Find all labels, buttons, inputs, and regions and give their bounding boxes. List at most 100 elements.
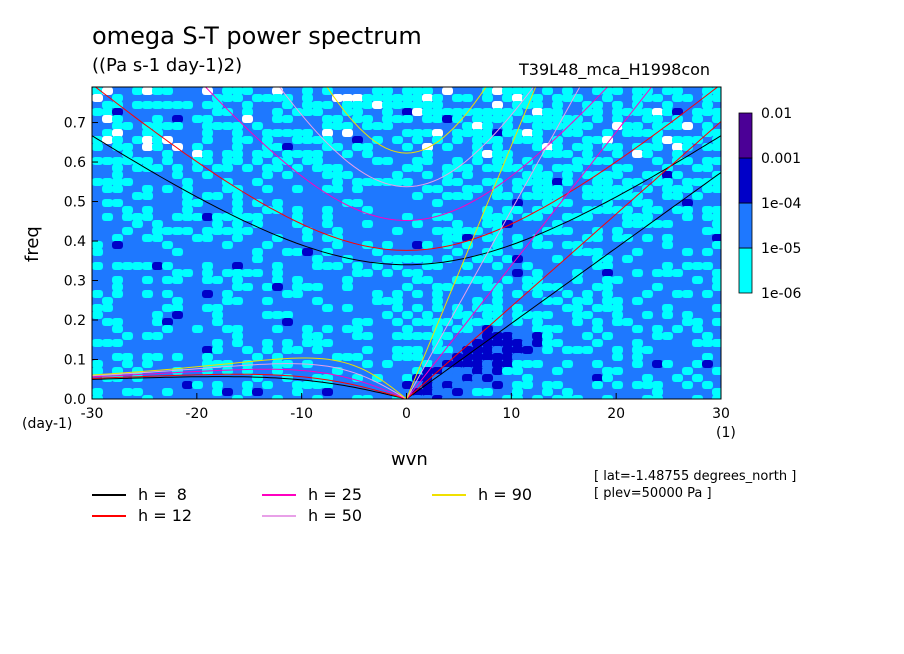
heatmap-cell xyxy=(162,185,173,193)
heatmap-cell xyxy=(412,87,423,95)
heatmap-cell xyxy=(272,157,283,165)
heatmap-cell xyxy=(412,241,423,249)
colorbar-label: 0.01 xyxy=(761,106,792,122)
heatmap-cell xyxy=(312,283,323,291)
heatmap-cell xyxy=(302,108,313,116)
heatmap-cell xyxy=(112,185,123,193)
heatmap-cell xyxy=(112,122,123,130)
heatmap-cell xyxy=(422,318,433,326)
heatmap-cell xyxy=(592,283,603,291)
heatmap-cell xyxy=(232,136,243,144)
heatmap-cell xyxy=(202,269,213,277)
y-tick-label: 0.5 xyxy=(64,195,86,211)
heatmap-cell xyxy=(132,164,143,172)
heatmap-cell xyxy=(532,360,543,368)
heatmap-cell xyxy=(232,276,243,284)
heatmap-cell xyxy=(612,381,623,389)
heatmap-cell xyxy=(712,94,721,102)
heatmap-cell xyxy=(212,122,223,130)
heatmap-cell xyxy=(462,185,473,193)
heatmap-cell xyxy=(482,346,493,354)
heatmap-cell xyxy=(452,94,463,102)
heatmap-cell xyxy=(282,129,293,137)
heatmap-cell xyxy=(432,185,443,193)
heatmap-cell xyxy=(602,269,613,277)
heatmap-cell xyxy=(172,101,183,109)
heatmap-cell xyxy=(372,101,383,109)
heatmap-cell xyxy=(292,220,303,228)
heatmap-cell xyxy=(202,192,213,200)
heatmap-cell xyxy=(622,255,633,263)
heatmap-cell xyxy=(682,122,693,130)
heatmap-cell xyxy=(202,150,213,158)
heatmap-cell xyxy=(482,220,493,228)
heatmap-cell xyxy=(502,339,513,347)
heatmap-cell xyxy=(432,136,443,144)
heatmap-cell xyxy=(382,101,393,109)
heatmap-cell xyxy=(572,395,583,399)
heatmap-cell xyxy=(472,129,483,137)
heatmap-cell xyxy=(102,136,113,144)
heatmap-cell xyxy=(582,101,593,109)
heatmap-cell xyxy=(92,157,103,165)
heatmap-cell xyxy=(612,122,623,130)
heatmap-cell xyxy=(322,122,333,130)
heatmap-cell xyxy=(482,353,493,361)
heatmap-cell xyxy=(512,206,523,214)
heatmap-cell xyxy=(472,367,483,375)
heatmap-cell xyxy=(612,311,623,319)
heatmap-cell xyxy=(92,339,103,347)
heatmap-cell xyxy=(472,255,483,263)
heatmap-cell xyxy=(302,87,313,95)
heatmap-cell xyxy=(602,304,613,312)
heatmap-cell xyxy=(632,213,643,221)
heatmap-cell xyxy=(442,164,453,172)
heatmap-cell xyxy=(612,227,623,235)
heatmap-cell xyxy=(522,374,533,382)
heatmap-cell xyxy=(262,339,273,347)
heatmap-cell xyxy=(412,164,423,172)
heatmap-cell xyxy=(142,395,153,399)
heatmap-cell xyxy=(122,213,133,221)
heatmap-cell xyxy=(532,143,543,151)
heatmap-cell xyxy=(132,220,143,228)
heatmap-cell xyxy=(242,87,253,95)
heatmap-cell xyxy=(222,108,233,116)
heatmap-cell xyxy=(692,276,703,284)
heatmap-cell xyxy=(162,388,173,396)
heatmap-cell xyxy=(682,318,693,326)
heatmap-cell xyxy=(652,129,663,137)
heatmap-cell xyxy=(282,115,293,123)
heatmap-cell xyxy=(222,157,233,165)
heatmap-cell xyxy=(302,325,313,333)
heatmap-cell xyxy=(592,255,603,263)
heatmap-cell xyxy=(112,353,123,361)
heatmap-cell xyxy=(472,339,483,347)
heatmap-cell xyxy=(192,157,203,165)
heatmap-cell xyxy=(142,87,153,95)
heatmap-cell xyxy=(712,157,721,165)
heatmap-cell xyxy=(292,129,303,137)
heatmap-cell xyxy=(352,115,363,123)
heatmap-cell xyxy=(222,388,233,396)
heatmap-cell xyxy=(382,94,393,102)
heatmap-cell xyxy=(632,94,643,102)
heatmap-cell xyxy=(312,108,323,116)
heatmap-cell xyxy=(552,297,563,305)
heatmap-cell xyxy=(322,171,333,179)
heatmap-cell xyxy=(172,213,183,221)
heatmap-cell xyxy=(702,101,713,109)
heatmap-cell xyxy=(462,129,473,137)
heatmap-cell xyxy=(642,374,653,382)
heatmap-cell xyxy=(142,206,153,214)
heatmap-cell xyxy=(532,115,543,123)
heatmap-cell xyxy=(442,108,453,116)
heatmap-cell xyxy=(492,213,503,221)
heatmap-cell xyxy=(132,213,143,221)
heatmap-cell xyxy=(392,304,403,312)
heatmap-cell xyxy=(222,297,233,305)
heatmap-cell xyxy=(692,318,703,326)
heatmap-cell xyxy=(192,213,203,221)
heatmap-cell xyxy=(572,164,583,172)
heatmap-cell xyxy=(532,332,543,340)
